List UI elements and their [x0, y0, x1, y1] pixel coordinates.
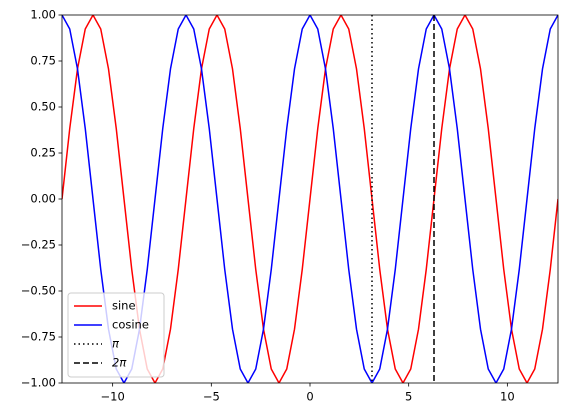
x-tick-label: 5	[405, 390, 412, 404]
y-tick-label: 0.00	[30, 192, 56, 206]
y-tick-label: −0.25	[21, 238, 56, 252]
y-tick-label: 0.50	[30, 100, 56, 114]
x-tick-label: −5	[203, 390, 220, 404]
legend-label: cosine	[112, 318, 149, 332]
x-tick-label: 0	[306, 390, 313, 404]
legend-label: 2π	[112, 356, 127, 370]
y-tick-label: −0.50	[21, 284, 56, 298]
y-tick-label: 0.25	[30, 146, 56, 160]
x-tick-label: −10	[101, 390, 125, 404]
y-tick-label: 0.75	[30, 54, 56, 68]
series-line	[62, 15, 558, 383]
legend-label: π	[112, 337, 120, 351]
y-tick-label: 1.00	[30, 8, 56, 22]
y-tick-label: −0.75	[21, 330, 56, 344]
x-tick-label: 10	[500, 390, 515, 404]
legend-label: sine	[112, 299, 136, 313]
y-tick-label: −1.00	[21, 376, 56, 390]
legend-box	[67, 292, 165, 378]
